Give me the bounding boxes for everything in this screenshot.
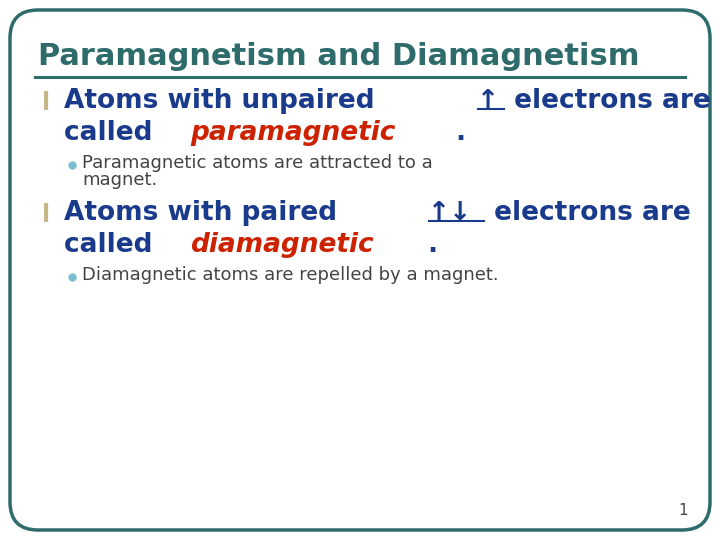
Text: .: .	[455, 120, 465, 146]
Text: called: called	[64, 120, 161, 146]
Text: paramagnetic: paramagnetic	[190, 120, 395, 146]
Text: electrons are: electrons are	[505, 88, 711, 114]
Text: l: l	[42, 91, 50, 115]
Text: Diamagnetic atoms are repelled by a magnet.: Diamagnetic atoms are repelled by a magn…	[82, 266, 499, 284]
Text: ↑↓: ↑↓	[428, 200, 472, 226]
Text: Atoms with unpaired: Atoms with unpaired	[64, 88, 384, 114]
Text: Paramagnetic atoms are attracted to a: Paramagnetic atoms are attracted to a	[82, 154, 433, 172]
Text: diamagnetic: diamagnetic	[190, 232, 374, 258]
FancyBboxPatch shape	[10, 10, 710, 530]
Text: Paramagnetism and Diamagnetism: Paramagnetism and Diamagnetism	[38, 42, 639, 71]
Text: ↑: ↑	[477, 88, 499, 114]
Text: electrons are: electrons are	[485, 200, 691, 226]
Text: l: l	[42, 203, 50, 227]
Text: magnet.: magnet.	[82, 171, 157, 189]
Text: .: .	[427, 232, 437, 258]
Text: Atoms with paired: Atoms with paired	[64, 200, 346, 226]
Text: called: called	[64, 232, 161, 258]
Text: 1: 1	[678, 503, 688, 518]
